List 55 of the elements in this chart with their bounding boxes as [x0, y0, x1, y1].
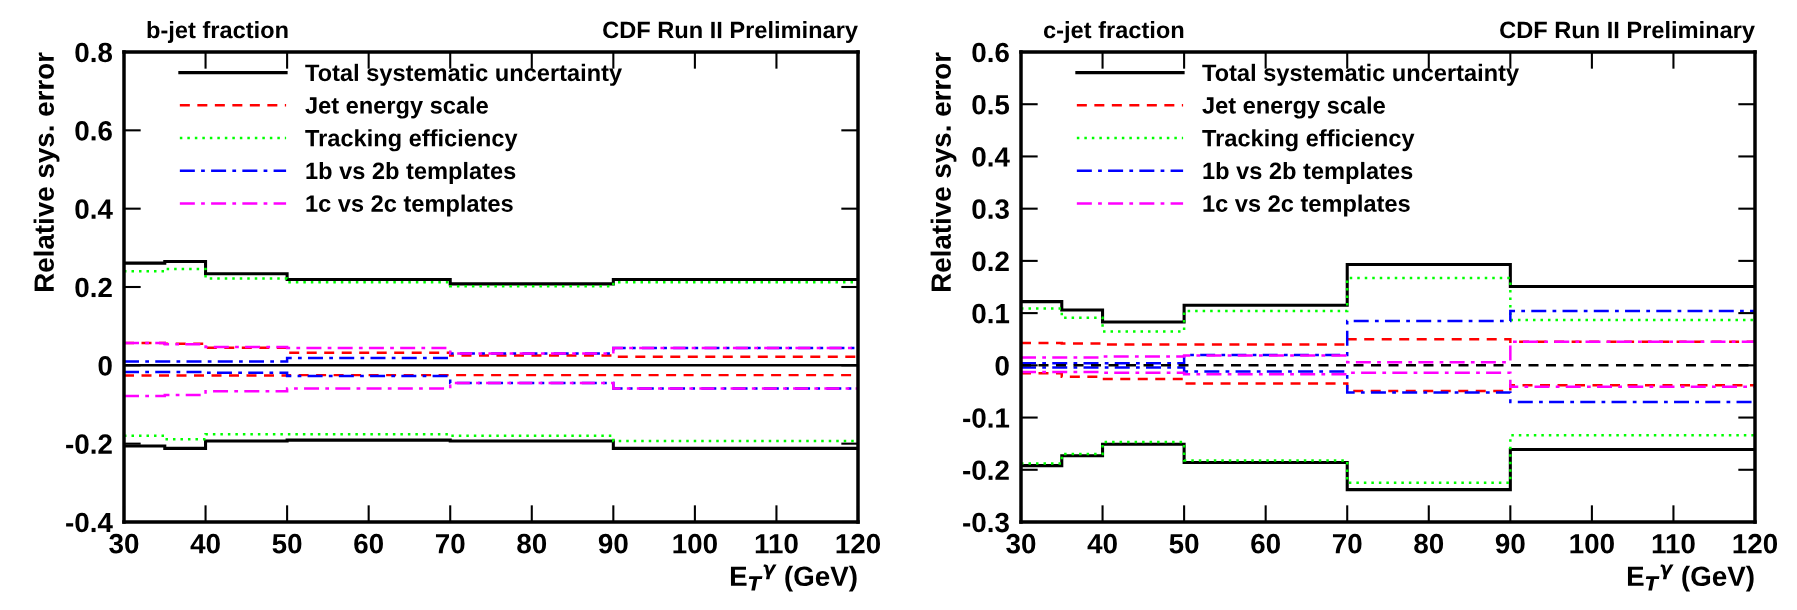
x-tick-label: 70: [1332, 533, 1362, 554]
y-tick-label: 0.4: [75, 199, 113, 220]
legend-label: Tracking efficiency: [305, 129, 518, 152]
y-tick-label: 0.6: [972, 42, 1009, 63]
text: CDF Run II Preliminary: [1500, 21, 1755, 44]
x-axis-title: E$_{T}$$^{γ}$ (GeV): [1627, 564, 1754, 592]
legend-label: 1c vs 2c templates: [306, 194, 513, 217]
legend-label: Total systematic uncertainty: [305, 63, 622, 86]
y-tick-label: -0.3: [963, 512, 1009, 533]
x-tick-label: 120: [1733, 533, 1778, 554]
x-tick-label: 50: [1169, 533, 1199, 554]
x-tick-label: 90: [598, 533, 628, 554]
x-tick-label: 110: [1652, 533, 1695, 554]
legend-label: Jet energy scale: [1202, 96, 1385, 119]
y-tick-label: 0: [98, 356, 112, 376]
x-tick-label: 40: [190, 533, 220, 554]
y-tick-label: 0.2: [75, 277, 112, 298]
x-tick-label: 100: [673, 533, 717, 554]
y-axis-title: Relative sys. error: [930, 52, 957, 292]
legend-label: 1b vs 2b templates: [1203, 161, 1413, 184]
x-tick-label: 60: [354, 533, 383, 554]
x-tick-label: 30: [109, 533, 139, 554]
x-axis-title: E$_{T}$$^{γ}$ (GeV): [730, 564, 857, 592]
legend-label: Jet energy scale: [305, 96, 488, 119]
y-tick-label: 0.2: [972, 251, 1009, 272]
legend-label: 1c vs 2c templates: [1203, 194, 1410, 217]
y-tick-label: 0.5: [972, 94, 1010, 115]
x-tick-label: 90: [1495, 533, 1525, 554]
legend-label: 1b vs 2b templates: [306, 161, 516, 184]
y-tick-label: 0.6: [75, 121, 112, 141]
x-tick-label: 40: [1087, 533, 1117, 554]
y-tick-label: -0.2: [66, 434, 112, 455]
x-tick-label: 80: [1414, 533, 1444, 554]
text: CDF Run II Preliminary: [603, 21, 858, 44]
y-tick-label: 0: [995, 356, 1009, 376]
x-tick-label: 80: [517, 533, 547, 554]
y-tick-label: -0.1: [963, 408, 1010, 428]
legend-label: Total systematic uncertainty: [1202, 63, 1519, 86]
x-tick-label: 30: [1006, 533, 1036, 554]
y-tick-label: 0.1: [972, 303, 1010, 324]
x-tick-label: 70: [435, 533, 465, 554]
chart-title: c-jet fraction: [1043, 21, 1184, 44]
legend-label: Tracking efficiency: [1202, 129, 1415, 152]
y-tick-label: -0.2: [963, 460, 1009, 481]
y-axis-title: Relative sys. error: [33, 52, 60, 292]
chart-title: b-jet fraction: [147, 21, 288, 44]
x-tick-label: 60: [1251, 533, 1280, 554]
x-tick-label: 110: [755, 533, 798, 554]
y-tick-label: 0.3: [972, 199, 1009, 220]
x-tick-label: 120: [836, 533, 881, 554]
x-tick-label: 100: [1570, 533, 1614, 554]
y-tick-label: 0.8: [75, 42, 113, 63]
y-tick-label: 0.4: [972, 147, 1010, 167]
x-tick-label: 50: [272, 533, 302, 554]
y-tick-label: -0.4: [66, 512, 113, 533]
